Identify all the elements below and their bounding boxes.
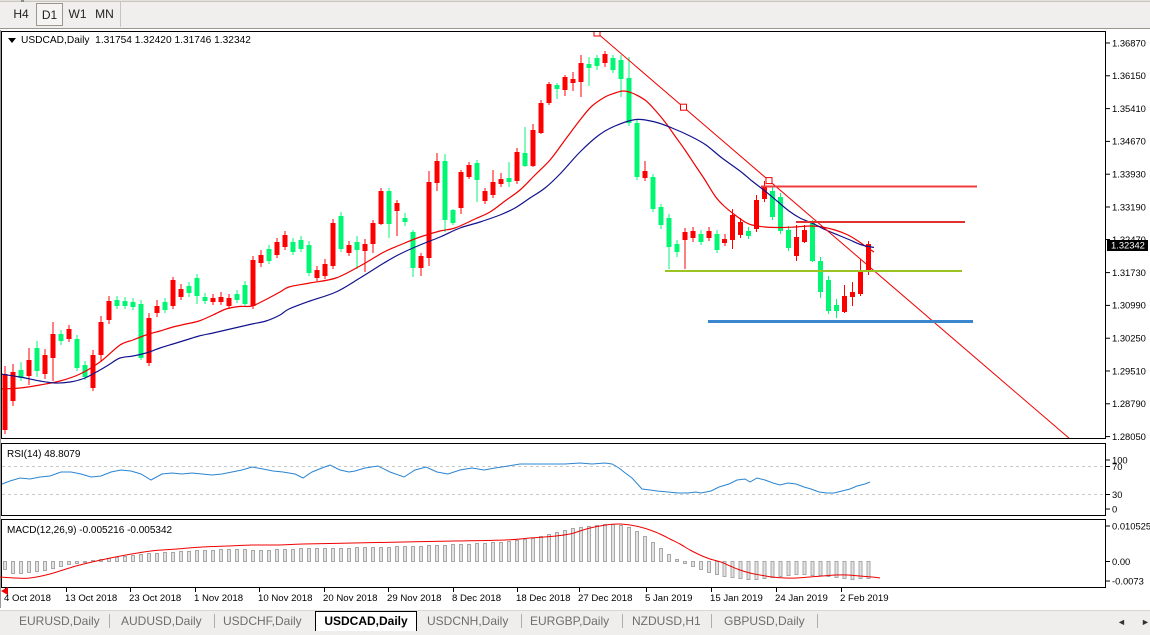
svg-text:8 Dec 2018: 8 Dec 2018 xyxy=(452,593,501,604)
svg-text:1.28050: 1.28050 xyxy=(1112,431,1146,442)
svg-text:1.36870: 1.36870 xyxy=(1112,37,1146,48)
svg-text:USDCAD,Daily 1.31754 1.32420: USDCAD,Daily 1.31754 1.32420 1.31746 1.3… xyxy=(21,35,251,46)
svg-text:1.31730: 1.31730 xyxy=(1112,267,1146,278)
svg-text:20 Nov 2018: 20 Nov 2018 xyxy=(323,593,377,604)
svg-text:0.010525: 0.010525 xyxy=(1112,520,1150,531)
svg-text:15 Jan 2019: 15 Jan 2019 xyxy=(710,593,763,604)
svg-text:30: 30 xyxy=(1112,489,1122,500)
svg-text:1.36150: 1.36150 xyxy=(1112,70,1146,81)
svg-text:1.30250: 1.30250 xyxy=(1112,333,1146,344)
svg-text:RSI(14) 48.8079: RSI(14) 48.8079 xyxy=(7,449,81,460)
svg-text:18 Dec 2018: 18 Dec 2018 xyxy=(516,593,570,604)
svg-text:27 Dec 2018: 27 Dec 2018 xyxy=(578,593,632,604)
svg-text:1.33930: 1.33930 xyxy=(1112,169,1146,180)
svg-text:-0.0073: -0.0073 xyxy=(1112,575,1144,586)
svg-text:100: 100 xyxy=(1112,454,1128,465)
svg-text:1.29510: 1.29510 xyxy=(1112,365,1146,376)
svg-text:1.30990: 1.30990 xyxy=(1112,300,1146,311)
svg-text:10 Nov 2018: 10 Nov 2018 xyxy=(258,593,312,604)
svg-text:23 Oct 2018: 23 Oct 2018 xyxy=(129,593,181,604)
svg-text:4 Oct 2018: 4 Oct 2018 xyxy=(4,593,51,604)
svg-text:24 Jan 2019: 24 Jan 2019 xyxy=(775,593,828,604)
svg-text:13 Oct 2018: 13 Oct 2018 xyxy=(65,593,117,604)
svg-text:70: 70 xyxy=(1112,461,1122,472)
svg-text:1.33190: 1.33190 xyxy=(1112,201,1146,212)
svg-text:5 Jan 2019: 5 Jan 2019 xyxy=(645,593,692,604)
svg-text:1.34670: 1.34670 xyxy=(1112,136,1146,147)
svg-text:1.32470: 1.32470 xyxy=(1112,234,1146,245)
svg-text:1.28790: 1.28790 xyxy=(1112,398,1146,409)
svg-text:1 Nov 2018: 1 Nov 2018 xyxy=(194,593,243,604)
svg-text:29 Nov 2018: 29 Nov 2018 xyxy=(387,593,441,604)
svg-text:2 Feb 2019: 2 Feb 2019 xyxy=(840,593,889,604)
svg-text:1.32342: 1.32342 xyxy=(1111,240,1145,251)
svg-text:0: 0 xyxy=(1112,503,1117,514)
svg-text:MACD(12,26,9) -0.005216 -0.005: MACD(12,26,9) -0.005216 -0.005342 xyxy=(7,525,173,536)
svg-text:0.00: 0.00 xyxy=(1112,556,1130,567)
svg-text:1.35410: 1.35410 xyxy=(1112,103,1146,114)
